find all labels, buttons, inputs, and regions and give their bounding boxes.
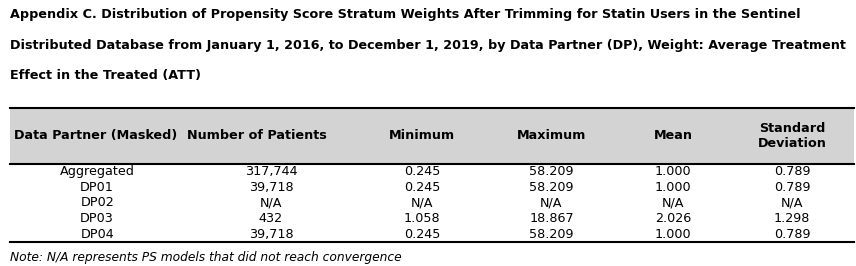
Text: 58.209: 58.209 — [529, 165, 574, 178]
Text: Appendix C. Distribution of Propensity Score Stratum Weights After Trimming for : Appendix C. Distribution of Propensity S… — [10, 8, 801, 21]
Text: Data Partner (Masked): Data Partner (Masked) — [14, 129, 177, 142]
Text: 1.000: 1.000 — [655, 228, 692, 241]
Text: Minimum: Minimum — [389, 129, 455, 142]
Text: 0.245: 0.245 — [404, 165, 441, 178]
Text: 1.298: 1.298 — [774, 212, 811, 225]
Text: 317,744: 317,744 — [245, 165, 297, 178]
Text: DP01: DP01 — [80, 181, 114, 194]
Text: DP04: DP04 — [80, 228, 114, 241]
Text: 58.209: 58.209 — [529, 228, 574, 241]
Text: Note: N/A represents PS models that did not reach convergence: Note: N/A represents PS models that did … — [10, 251, 402, 264]
Text: 18.867: 18.867 — [529, 212, 574, 225]
Text: 1.058: 1.058 — [404, 212, 441, 225]
Text: DP02: DP02 — [80, 196, 114, 209]
Text: 0.789: 0.789 — [774, 181, 811, 194]
Text: N/A: N/A — [259, 196, 282, 209]
Text: Mean: Mean — [654, 129, 693, 142]
Text: 0.245: 0.245 — [404, 228, 441, 241]
Text: Number of Patients: Number of Patients — [187, 129, 327, 142]
Text: 0.789: 0.789 — [774, 228, 811, 241]
Text: Standard
Deviation: Standard Deviation — [758, 122, 827, 150]
Text: N/A: N/A — [540, 196, 562, 209]
Bar — [10, 108, 854, 164]
Text: 1.000: 1.000 — [655, 165, 692, 178]
Text: Aggregated: Aggregated — [60, 165, 134, 178]
Text: Maximum: Maximum — [517, 129, 586, 142]
Text: Distributed Database from January 1, 2016, to December 1, 2019, by Data Partner : Distributed Database from January 1, 201… — [10, 39, 846, 52]
Text: N/A: N/A — [781, 196, 804, 209]
Text: 58.209: 58.209 — [529, 181, 574, 194]
Text: 39,718: 39,718 — [248, 228, 294, 241]
Text: 0.245: 0.245 — [404, 181, 441, 194]
Text: 432: 432 — [259, 212, 283, 225]
Text: 0.789: 0.789 — [774, 165, 811, 178]
Text: 2.026: 2.026 — [655, 212, 691, 225]
Text: N/A: N/A — [662, 196, 684, 209]
Text: 1.000: 1.000 — [655, 181, 692, 194]
Text: 39,718: 39,718 — [248, 181, 294, 194]
Text: Effect in the Treated (ATT): Effect in the Treated (ATT) — [10, 69, 201, 82]
Text: N/A: N/A — [411, 196, 434, 209]
Text: DP03: DP03 — [80, 212, 114, 225]
